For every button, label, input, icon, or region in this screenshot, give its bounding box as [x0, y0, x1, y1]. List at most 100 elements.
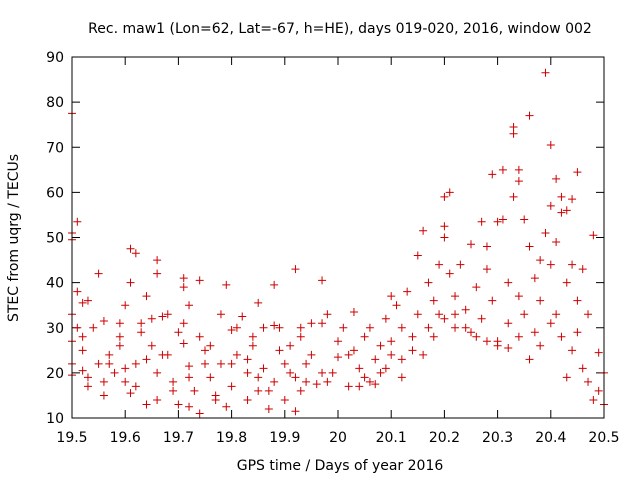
data-point — [126, 244, 135, 253]
y-axis-label: STEC from uqrg / TECUs — [6, 154, 22, 322]
data-point — [472, 332, 481, 341]
data-point — [174, 328, 183, 337]
data-point — [392, 301, 401, 310]
data-point — [365, 323, 374, 332]
data-point — [514, 177, 523, 186]
data-point — [371, 380, 380, 389]
data-point — [318, 276, 327, 285]
data-point — [461, 323, 470, 332]
data-point — [195, 332, 204, 341]
data-point — [318, 368, 327, 377]
y-tick-label: 20 — [46, 366, 64, 382]
data-point — [227, 382, 236, 391]
data-point — [456, 260, 465, 269]
data-point — [504, 344, 513, 353]
data-point — [509, 129, 518, 138]
data-point — [435, 310, 444, 319]
data-point — [477, 314, 486, 323]
data-point — [275, 346, 284, 355]
data-point — [121, 301, 130, 310]
data-point — [461, 305, 470, 314]
data-point — [115, 341, 124, 350]
data-point — [83, 296, 92, 305]
data-point — [440, 192, 449, 201]
data-point — [94, 359, 103, 368]
data-point — [99, 316, 108, 325]
data-point — [163, 310, 172, 319]
data-point — [216, 359, 225, 368]
x-tick-label: 20.2 — [429, 430, 460, 446]
data-point — [568, 346, 577, 355]
x-axis-ticks: 19.5 19.6 19.7 19.8 19.9 20 20.1 20.2 20.3 20.4 20… — [56, 57, 620, 446]
data-point — [323, 310, 332, 319]
data-point — [227, 359, 236, 368]
data-point — [477, 217, 486, 226]
data-point — [424, 323, 433, 332]
data-point — [546, 201, 555, 210]
data-point — [589, 231, 598, 240]
data-point — [355, 364, 364, 373]
data-point — [557, 192, 566, 201]
data-point — [131, 359, 140, 368]
y-tick-label: 80 — [46, 95, 64, 111]
data-point — [339, 323, 348, 332]
data-point — [498, 215, 507, 224]
data-point — [568, 195, 577, 204]
data-point — [355, 382, 364, 391]
data-point — [99, 391, 108, 400]
data-point — [222, 402, 231, 411]
data-point — [153, 256, 162, 265]
data-point — [270, 377, 279, 386]
data-point — [397, 355, 406, 364]
data-point — [142, 292, 151, 301]
data-point — [280, 395, 289, 404]
data-point — [121, 377, 130, 386]
data-point — [552, 310, 561, 319]
x-tick-label: 19.5 — [56, 430, 87, 446]
data-point — [179, 283, 188, 292]
data-point — [179, 319, 188, 328]
data-point — [424, 278, 433, 287]
data-point — [552, 238, 561, 247]
data-point — [137, 328, 146, 337]
data-point — [158, 312, 167, 321]
data-point — [216, 310, 225, 319]
data-point — [227, 326, 236, 335]
data-point — [568, 260, 577, 269]
data-point — [243, 395, 252, 404]
data-point — [376, 368, 385, 377]
data-point — [211, 391, 220, 400]
data-point — [190, 386, 199, 395]
data-point — [169, 377, 178, 386]
data-point — [238, 312, 247, 321]
data-point — [142, 400, 151, 409]
data-point — [536, 296, 545, 305]
data-point — [254, 373, 263, 382]
data-point — [264, 386, 273, 395]
data-point — [573, 168, 582, 177]
data-point — [153, 368, 162, 377]
data-point — [562, 278, 571, 287]
data-point — [296, 332, 305, 341]
data-point — [557, 208, 566, 217]
data-point — [525, 111, 534, 120]
data-point — [243, 355, 252, 364]
data-point — [467, 240, 475, 249]
data-point — [525, 355, 534, 364]
data-point — [530, 328, 539, 337]
data-point — [78, 346, 87, 355]
data-point — [594, 386, 603, 395]
data-point — [280, 359, 289, 368]
data-point — [232, 350, 241, 359]
data-point — [270, 280, 279, 289]
data-point — [413, 251, 422, 260]
data-point — [286, 341, 295, 350]
data-point — [435, 260, 444, 269]
x-axis-label: GPS time / Days of year 2016 — [237, 458, 444, 474]
data-point — [248, 332, 257, 341]
data-point — [504, 278, 513, 287]
data-point — [562, 373, 571, 382]
data-point — [158, 350, 167, 359]
y-tick-label: 30 — [46, 321, 64, 337]
